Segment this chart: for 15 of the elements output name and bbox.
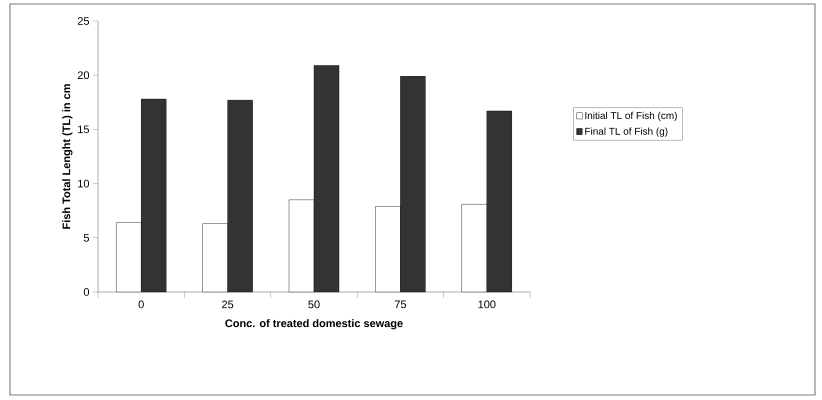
x-axis-title: Conc. of treated domestic sewage: [225, 319, 403, 330]
legend-label: Final TL of Fish (g): [585, 127, 668, 137]
x-tick-label: 0: [138, 300, 144, 308]
x-tick-label: 75: [394, 300, 406, 308]
y-tick-label: 0: [84, 288, 90, 296]
legend-label: Initial TL of Fish (cm): [585, 112, 677, 122]
x-tick-label: 25: [222, 300, 234, 308]
y-axis-title: Fish Total Lenght (TL) in cm: [62, 84, 72, 229]
y-tick-label: 15: [78, 126, 90, 134]
x-tick-label: 100: [478, 300, 496, 308]
y-tick-label: 25: [78, 17, 90, 25]
y-tick-label: 5: [84, 234, 90, 242]
y-tick-label: 20: [78, 71, 90, 80]
y-tick-label: 10: [78, 180, 90, 188]
x-tick-label: 50: [308, 300, 320, 308]
